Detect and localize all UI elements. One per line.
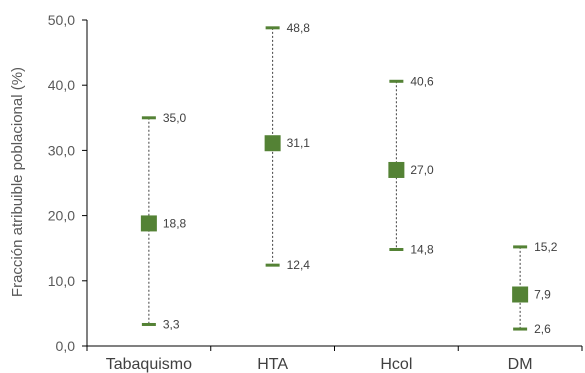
y-tick-label: 0,0 — [56, 338, 76, 354]
x-tick-label: HTA — [257, 356, 288, 373]
upper-label: 40,6 — [410, 74, 434, 88]
estimate-label: 18,8 — [163, 216, 187, 230]
lower-label: 12,4 — [287, 258, 311, 272]
y-tick-label: 10,0 — [48, 273, 75, 289]
point-group-dm: 15,2 2,6 7,9 — [512, 240, 558, 336]
point-group-hta: 48,8 12,4 31,1 — [264, 21, 311, 272]
x-tick-label: Tabaquismo — [106, 356, 192, 373]
estimate-marker — [264, 135, 281, 152]
x-tick-label: Hcol — [380, 356, 412, 373]
x-axis: Tabaquismo HTA Hcol DM — [86, 345, 583, 373]
estimate-marker — [388, 161, 405, 178]
upper-label: 15,2 — [534, 240, 558, 254]
y-tick-label: 20,0 — [48, 208, 75, 224]
lower-label: 14,8 — [410, 243, 434, 257]
point-group-hcol: 40,6 14,8 27,0 — [388, 74, 434, 257]
y-axis: 0,0 10,0 20,0 30,0 40,0 50,0 — [48, 12, 88, 354]
lower-label: 3,3 — [163, 317, 180, 331]
y-tick-label: 50,0 — [48, 12, 75, 28]
y-axis-label: Fracción atribuible poblacional (%) — [9, 67, 26, 297]
upper-label: 48,8 — [287, 21, 311, 35]
series-points: 35,0 3,3 18,8 48,8 12,4 31,1 40,6 14,8 27,0 15,2 2… — [140, 21, 558, 336]
y-tick-label: 30,0 — [48, 142, 75, 158]
estimate-marker — [512, 286, 529, 303]
lower-label: 2,6 — [534, 322, 551, 336]
estimate-label: 7,9 — [534, 287, 551, 301]
x-tick-label: DM — [508, 356, 533, 373]
estimate-label: 27,0 — [410, 163, 434, 177]
upper-label: 35,0 — [163, 111, 187, 125]
y-tick-label: 40,0 — [48, 77, 75, 93]
estimate-label: 31,1 — [287, 136, 311, 150]
point-group-tabaquismo: 35,0 3,3 18,8 — [140, 111, 187, 331]
estimate-marker — [140, 215, 157, 232]
